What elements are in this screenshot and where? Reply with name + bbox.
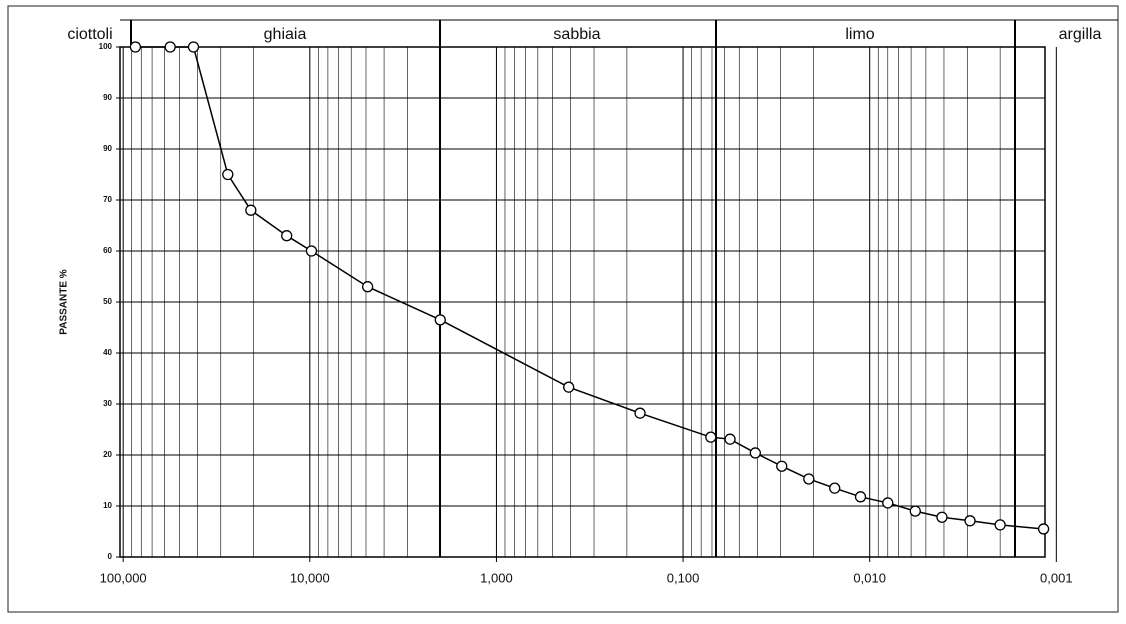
data-point xyxy=(222,168,234,181)
data-point xyxy=(936,511,948,523)
x-tick-label: 100,000 xyxy=(100,570,147,585)
zone-label: ciottoli xyxy=(67,26,112,43)
y-tick-label: 50 xyxy=(103,297,112,306)
y-tick-label: 70 xyxy=(103,195,112,204)
data-point xyxy=(1037,523,1050,535)
outer-frame xyxy=(7,5,1119,613)
data-point xyxy=(281,230,293,242)
y-tick-label: 0 xyxy=(108,552,113,561)
data-point xyxy=(882,497,894,509)
y-tick-label: 20 xyxy=(103,450,112,459)
y-tick-label: 90 xyxy=(103,93,112,102)
x-tick-label: 0,010 xyxy=(853,570,886,585)
data-point xyxy=(749,447,761,459)
y-tick-label: 30 xyxy=(103,399,112,408)
data-point xyxy=(245,204,257,216)
y-tick-label: 40 xyxy=(103,348,112,357)
data-point xyxy=(854,491,867,503)
y-axis-label: PASSANTE % xyxy=(59,269,70,334)
data-point xyxy=(964,515,976,527)
data-point xyxy=(361,281,374,293)
data-point xyxy=(305,245,318,257)
x-tick-label: 1,000 xyxy=(480,570,513,585)
data-point xyxy=(634,407,646,419)
data-point xyxy=(434,314,446,326)
data-point xyxy=(803,473,815,485)
data-point xyxy=(129,41,142,53)
data-point xyxy=(164,41,176,53)
y-tick-label: 100 xyxy=(99,42,113,51)
data-point xyxy=(909,505,921,517)
data-point xyxy=(187,41,200,53)
x-tick-label: 10,000 xyxy=(290,570,330,585)
zone-label: limo xyxy=(845,26,874,43)
data-point xyxy=(724,433,736,445)
data-point xyxy=(776,460,788,472)
data-point xyxy=(563,381,575,393)
x-tick-label: 0,100 xyxy=(667,570,700,585)
grid xyxy=(120,46,1057,558)
data-point xyxy=(829,482,841,494)
y-tick-label: 90 xyxy=(103,144,112,153)
zone-label: ghiaia xyxy=(264,26,307,43)
zone-label: argilla xyxy=(1059,26,1102,43)
data-line xyxy=(135,46,1044,530)
x-tick-label: 0,001 xyxy=(1040,570,1073,585)
y-tick-label: 10 xyxy=(103,501,112,510)
y-tick-label: 60 xyxy=(103,246,112,255)
data-point xyxy=(994,519,1006,531)
zone-label: sabbia xyxy=(553,26,600,43)
data-point xyxy=(705,431,717,443)
